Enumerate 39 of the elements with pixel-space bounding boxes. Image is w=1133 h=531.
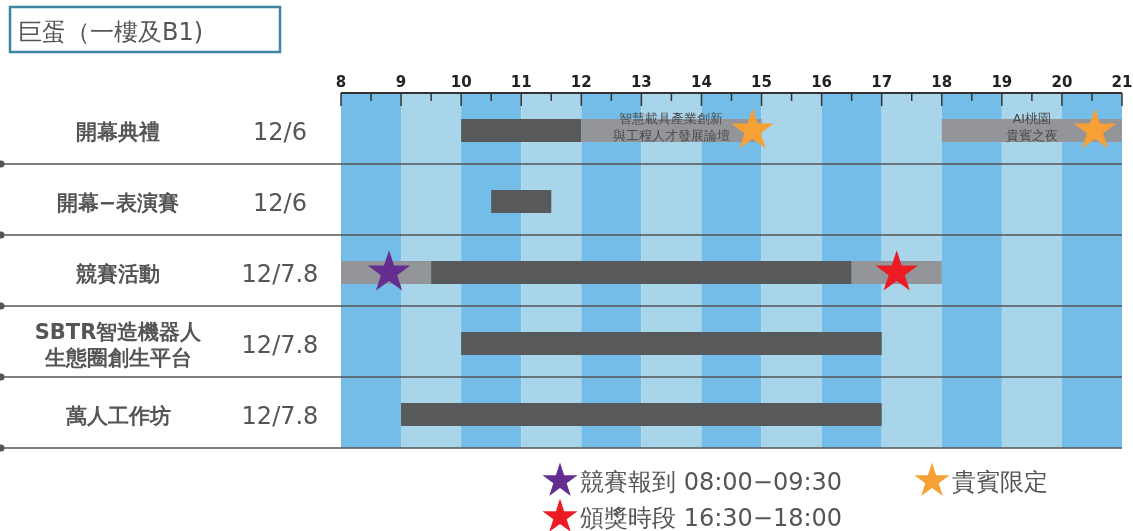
x-tick-label: 9	[395, 73, 407, 91]
legend-label: 競賽報到 08:00−09:30	[580, 468, 843, 496]
y-tick-label: 開幕典禮	[76, 119, 160, 144]
annotation: AI桃園貴賓之夜	[1005, 111, 1058, 143]
y2-tick-label: 12/7.8	[241, 401, 319, 430]
bar	[461, 332, 882, 355]
x-tick-label: 20	[1051, 73, 1073, 91]
bar	[491, 190, 552, 213]
annotation: 智慧載具產業創新與工程人才發展論壇	[612, 111, 730, 143]
bar	[401, 403, 882, 426]
point	[367, 250, 411, 291]
y2-tick-label: 12/6	[253, 117, 307, 146]
y2-tick-label: 12/7.8	[241, 259, 319, 288]
x-tick-label: 8	[335, 73, 347, 91]
text: 巨蛋（一樓及B1)	[18, 18, 204, 46]
point	[875, 250, 918, 291]
legend-label: 貴賓限定	[952, 468, 1048, 496]
y-tick-label: 萬人工作坊	[64, 403, 171, 428]
y-tick-label: 開幕−表演賽	[56, 190, 180, 215]
x-tick-label: 16	[811, 73, 833, 91]
x-tick-label: 15	[751, 73, 772, 91]
y-tick-label: SBTR智造機器人生態圈創生平台	[34, 319, 203, 370]
y2-tick-label: 12/7.8	[241, 330, 319, 359]
x-tick-label: 21	[1111, 73, 1133, 91]
point	[1073, 108, 1117, 149]
bar	[461, 119, 582, 142]
x-tick-label: 17	[871, 73, 893, 91]
y2-tick-label: 12/6	[253, 188, 307, 217]
x-tick-label: 19	[991, 73, 1013, 91]
x-tick-label: 14	[691, 73, 712, 91]
x-tick-label: 13	[630, 73, 652, 91]
x-tick-label: 10	[450, 73, 472, 91]
y-tick-label: 競賽活動	[75, 261, 160, 286]
legend-label: 頒獎時段 16:30−18:00	[580, 504, 843, 531]
x-tick-label: 12	[570, 73, 592, 91]
point	[731, 108, 774, 149]
x-tick-label: 18	[931, 73, 953, 91]
bar	[431, 261, 852, 284]
x-tick-label: 11	[510, 73, 532, 91]
